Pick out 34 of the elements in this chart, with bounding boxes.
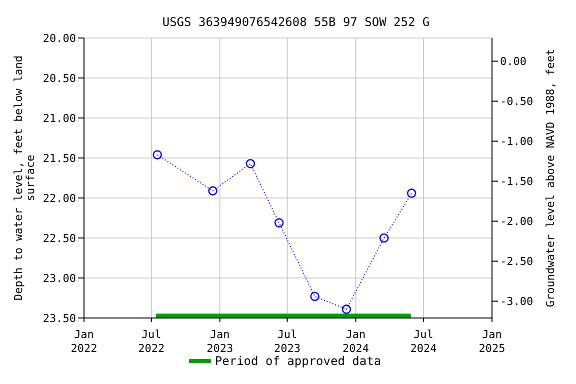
point bbox=[246, 158, 256, 168]
y2-tick-label: 0.00 bbox=[500, 55, 526, 68]
x-tick-label: Jan 2025 bbox=[478, 328, 506, 355]
point bbox=[310, 292, 320, 302]
y2-tick-label: -0.50 bbox=[500, 95, 534, 108]
x-tick-label: Jul 2022 bbox=[138, 328, 165, 355]
y-tick-label: 22.50 bbox=[42, 232, 76, 245]
y2-tick-label: -2.00 bbox=[500, 215, 534, 228]
x-tick-label: Jul 2024 bbox=[410, 328, 438, 355]
y-tick-label: 20.00 bbox=[42, 32, 76, 45]
x-tick-label: Jan 2024 bbox=[342, 328, 370, 355]
y2-tick-label: -1.50 bbox=[500, 175, 534, 188]
x-tick-label: Jan 2022 bbox=[70, 328, 98, 355]
y-tick-label: 20.50 bbox=[42, 72, 76, 85]
y2-tick-label: -2.50 bbox=[500, 255, 534, 268]
y2-axis-title: Groundwater level above NAVD 1988, feet bbox=[544, 48, 557, 308]
y-tick-label: 21.50 bbox=[42, 152, 76, 165]
point bbox=[152, 150, 162, 160]
x-tick-label: Jan 2023 bbox=[206, 328, 234, 355]
y-tick-label: 22.00 bbox=[42, 192, 76, 205]
point bbox=[208, 186, 218, 196]
y-tick-label: 23.50 bbox=[42, 312, 76, 325]
y-tick-label: 23.00 bbox=[42, 272, 76, 285]
y-tick-label: 21.00 bbox=[42, 112, 76, 125]
point bbox=[342, 304, 352, 314]
y-axis-title: Depth to water level, feet below land surface bbox=[12, 55, 37, 301]
point bbox=[379, 233, 389, 243]
point bbox=[406, 188, 416, 198]
point bbox=[274, 218, 284, 228]
chart-title: USGS 363949076542608 55B 97 SOW 252 G bbox=[162, 15, 430, 29]
y2-tick-label: -3.00 bbox=[500, 295, 534, 308]
legend-label: Period of approved data bbox=[214, 354, 382, 368]
x-tick-label: Jul 2023 bbox=[274, 328, 301, 355]
y2-tick-label: -1.00 bbox=[500, 135, 534, 148]
